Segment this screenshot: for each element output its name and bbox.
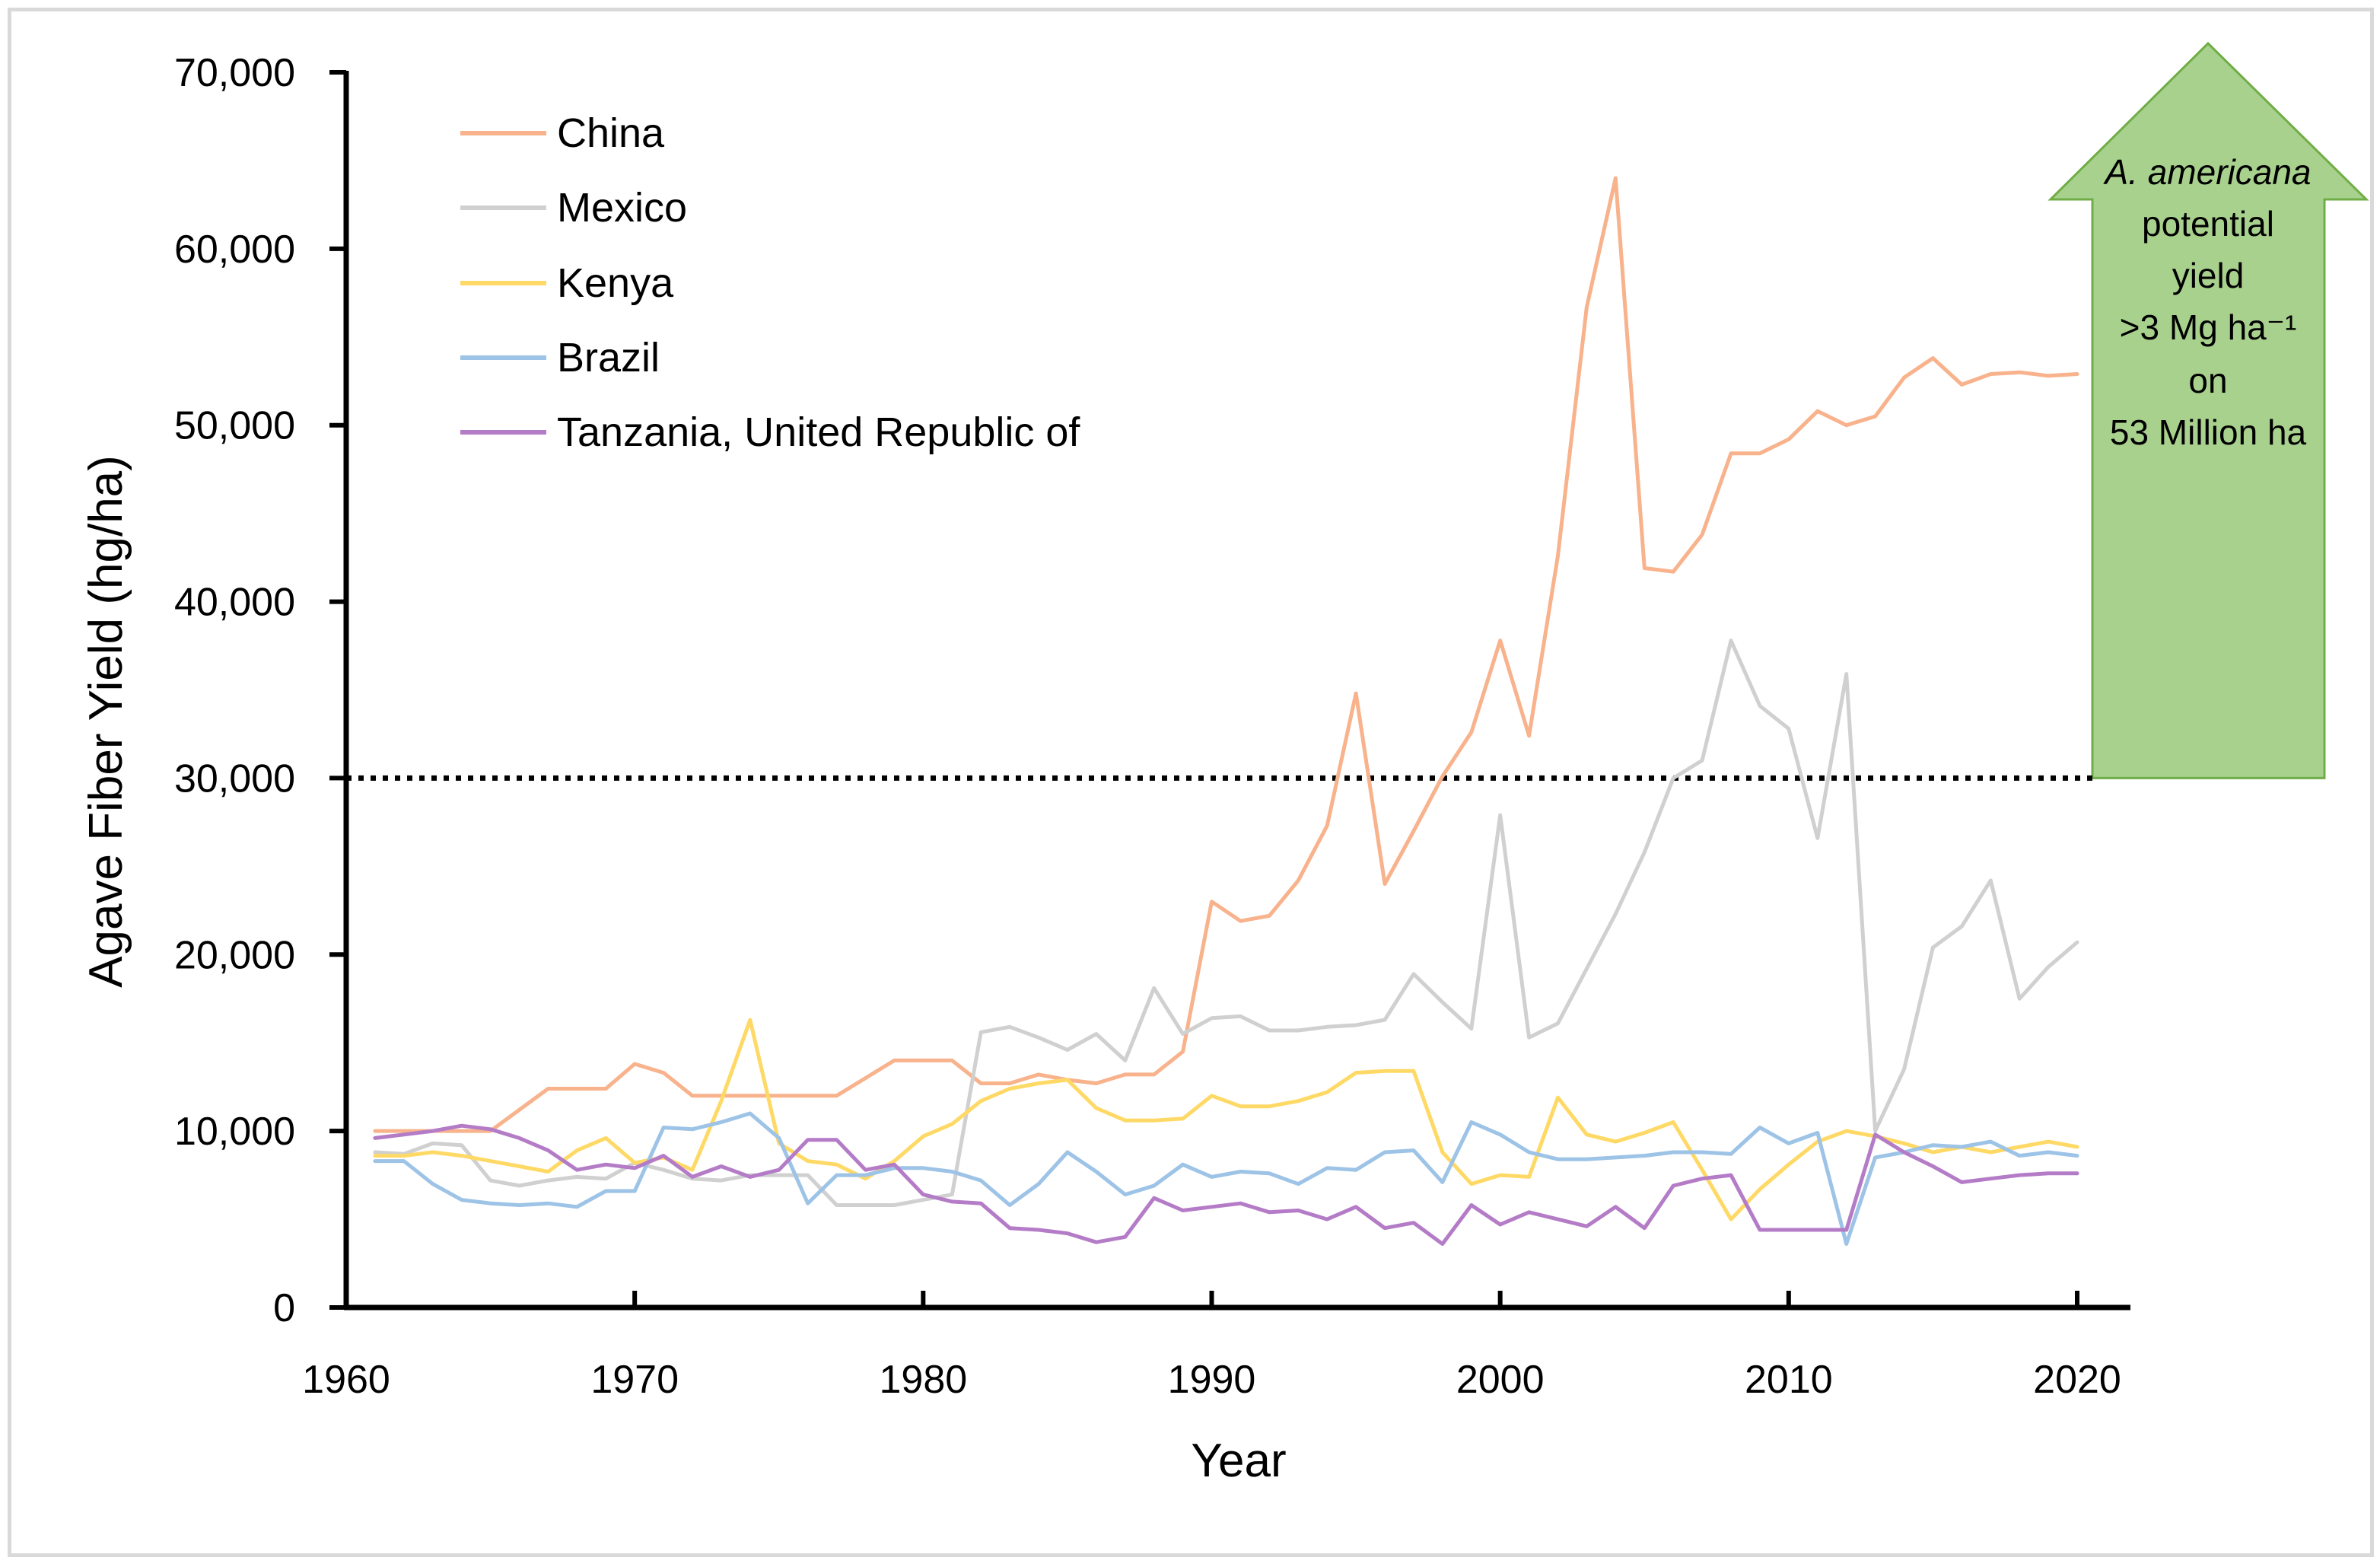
series-line: [373, 639, 2079, 1207]
y-tick-label: 70,000: [174, 51, 295, 95]
series-line: [373, 1123, 2079, 1246]
annotation-text-line: on: [2188, 361, 2227, 400]
y-tick-label: 50,000: [174, 404, 295, 448]
x-axis-title: Year: [1191, 1435, 1286, 1487]
annotation-text-line: yield: [2172, 256, 2245, 295]
y-tick-label: 40,000: [174, 581, 295, 625]
annotation-layer: A. americana potential yield >3 Mg ha⁻¹ on 53…: [2048, 41, 2369, 779]
annotation-text-line: A. americana: [2102, 152, 2311, 192]
series-line: [373, 1111, 2079, 1246]
series-layer: [373, 176, 2079, 1246]
annotation-arrow: [2048, 41, 2369, 779]
annotation-text-line: >3 Mg ha⁻¹: [2120, 307, 2297, 347]
axes-layer: 0 10,000 20,000 30,000 40,000 50,000 60,000 70,…: [174, 51, 2130, 1402]
x-tick-label: 1990: [1168, 1358, 1256, 1402]
y-tick-label: 60,000: [174, 228, 295, 272]
legend-label: Brazil: [557, 335, 660, 381]
x-tick-label: 1970: [590, 1358, 679, 1402]
x-tick-label: 2000: [1456, 1358, 1545, 1402]
legend: China Mexico Kenya Brazil Tanzania, United R…: [460, 110, 1080, 455]
legend-label: Tanzania, United Republic of: [557, 409, 1080, 455]
x-tick-label: 2010: [1745, 1358, 1833, 1402]
chart-frame: [8, 8, 2374, 1557]
x-tick-label: 1980: [879, 1358, 967, 1402]
y-tick-label: 0: [273, 1286, 295, 1330]
legend-label: Kenya: [557, 260, 674, 306]
annotation-text-line: 53 Million ha: [2110, 412, 2307, 452]
legend-label: Mexico: [557, 185, 687, 231]
x-tick-label: 1960: [302, 1358, 390, 1402]
x-tick-label: 2020: [2033, 1358, 2121, 1402]
y-tick-label: 20,000: [174, 933, 295, 977]
legend-label: China: [557, 110, 665, 156]
annotation-text-line: potential: [2142, 204, 2274, 244]
y-tick-label: 30,000: [174, 756, 295, 801]
series-line: [373, 176, 2079, 1133]
y-axis-title: Agave Fiber Yield (hg/ha): [80, 455, 132, 988]
y-tick-label: 10,000: [174, 1110, 295, 1154]
